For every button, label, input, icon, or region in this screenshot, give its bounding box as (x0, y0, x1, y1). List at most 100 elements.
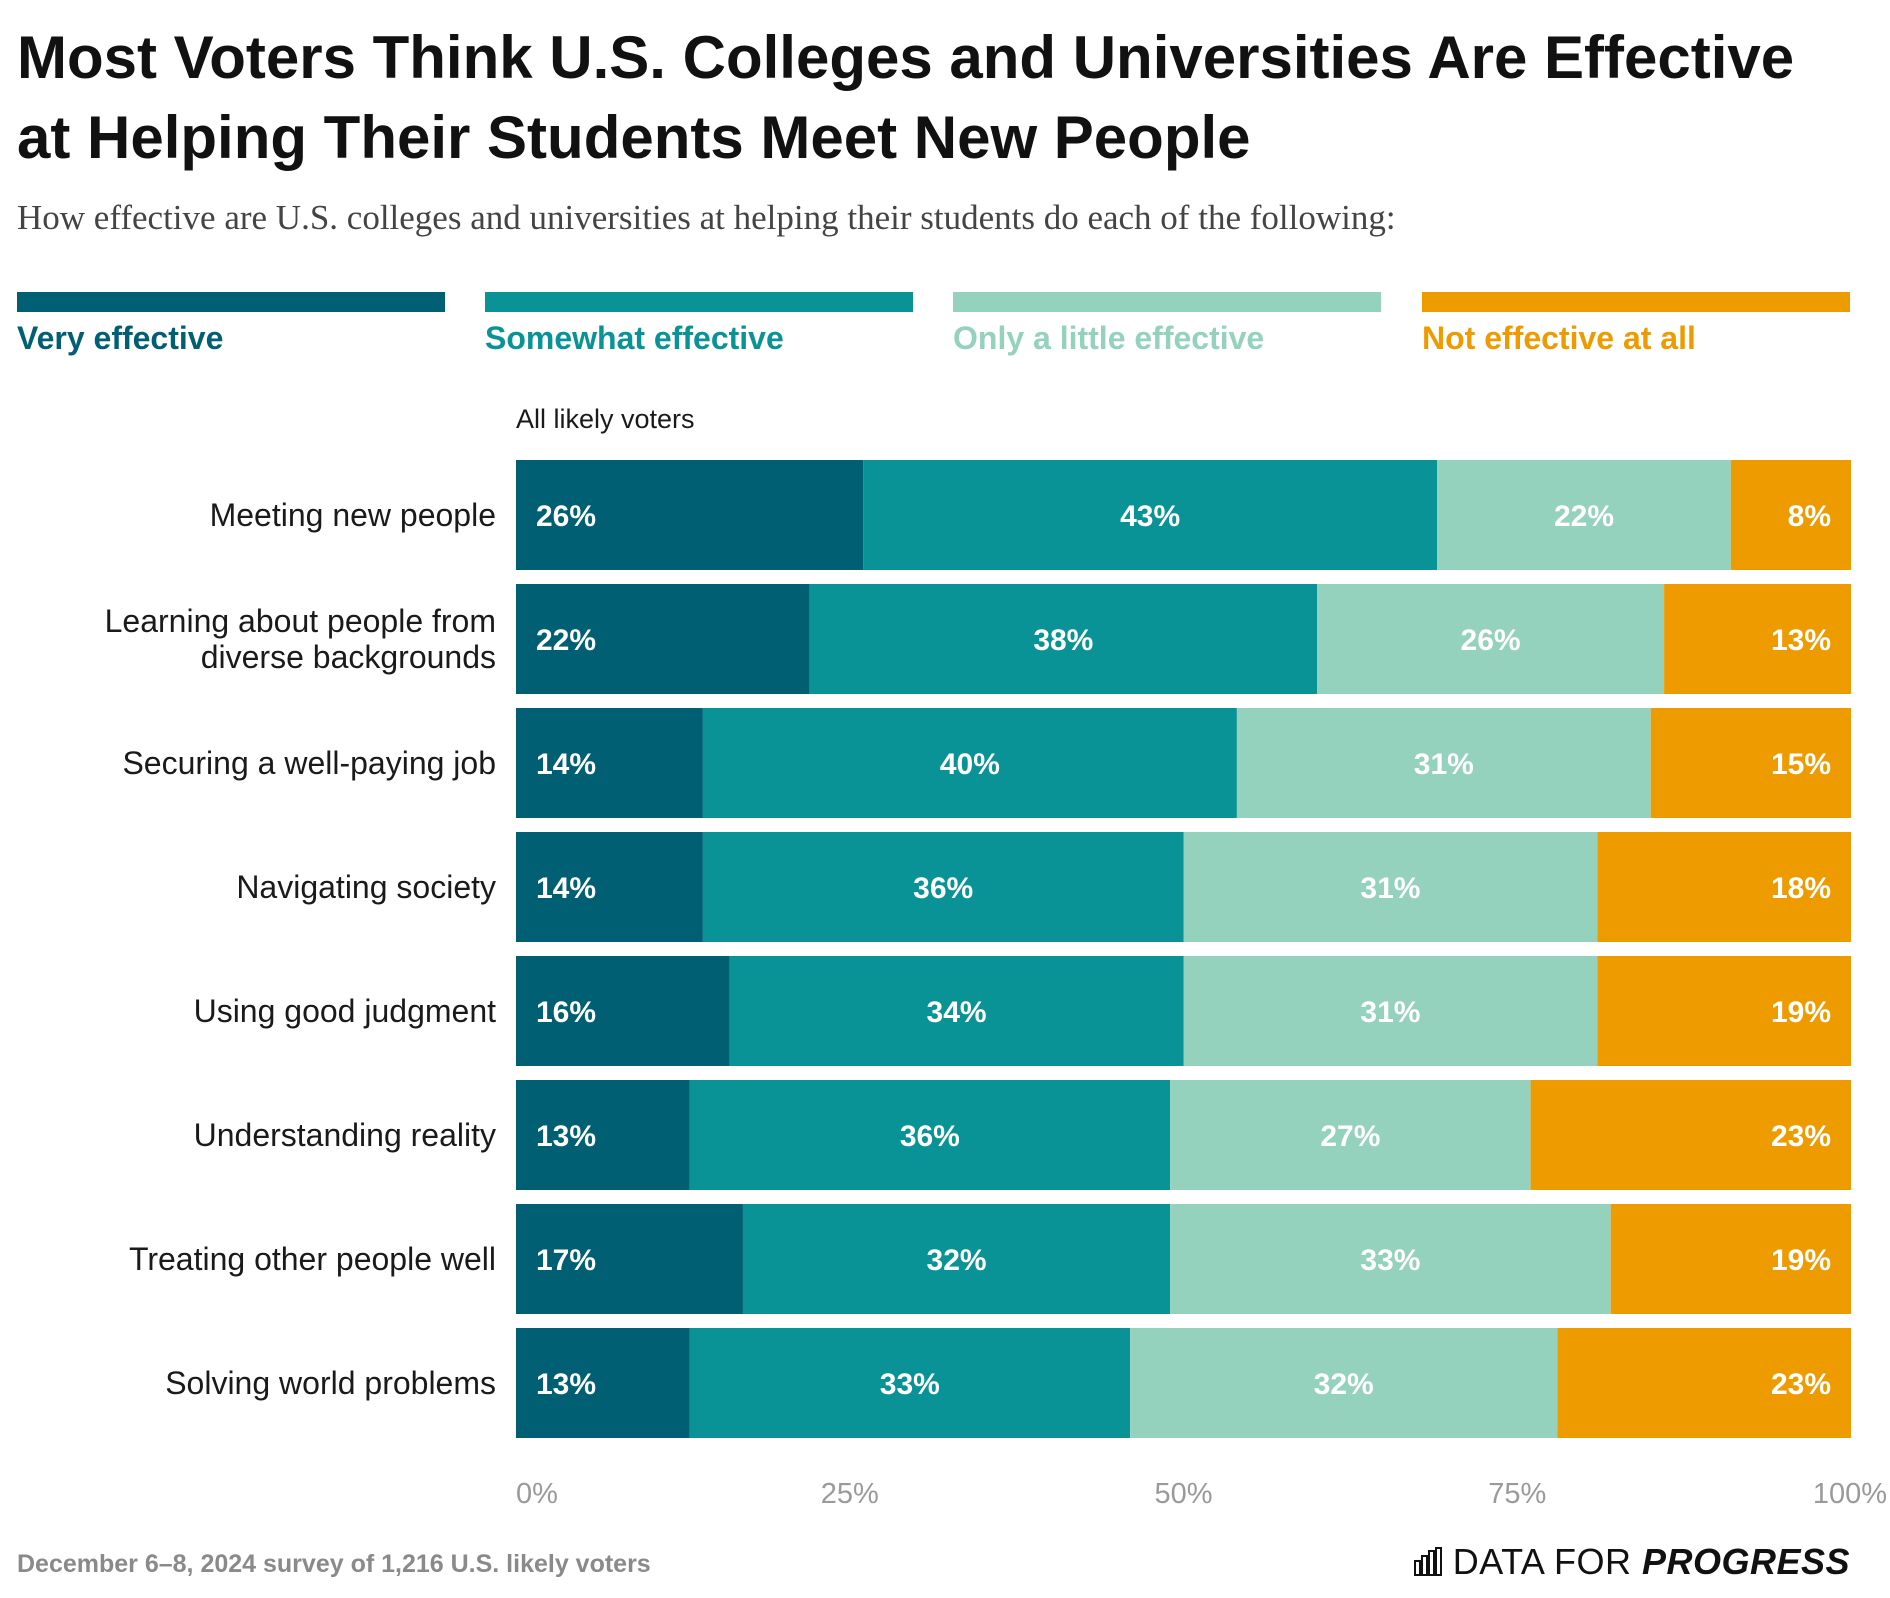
data-label: 23% (1771, 1120, 1831, 1153)
bar-segment-only-a-little-effective (1317, 584, 1665, 694)
bar-segment-not-effective-at-all (1730, 460, 1851, 570)
legend-label: Somewhat effective (485, 320, 784, 356)
bar-segment-only-a-little-effective (1170, 1080, 1531, 1190)
data-label: 31% (1360, 996, 1420, 1029)
data-label: 22% (1554, 500, 1614, 533)
data-label: 26% (536, 500, 596, 533)
data-label: 36% (900, 1120, 960, 1153)
x-tick-label: 25% (821, 1478, 879, 1510)
bar-segment-only-a-little-effective (1236, 708, 1651, 818)
data-label: 16% (536, 996, 596, 1029)
bar-segment-not-effective-at-all (1610, 1204, 1851, 1314)
bar-segment-somewhat-effective (863, 460, 1438, 570)
brand-name: DATA FOR PROGRESS (1453, 1541, 1850, 1583)
chart-title: Most Voters Think U.S. Colleges and Univ… (17, 24, 1795, 171)
bar-segment-not-effective-at-all (1650, 708, 1851, 818)
data-label: 22% (536, 624, 596, 657)
legend-item-not-effective-at-all: Not effective at all (1422, 292, 1850, 357)
legend-item-very-effective: Very effective (17, 292, 445, 357)
data-label: 40% (940, 748, 1000, 781)
bar-segment-very-effective (516, 1204, 743, 1314)
bar-segment-not-effective-at-all (1664, 584, 1851, 694)
footer-note: December 6–8, 2024 survey of 1,216 U.S. … (17, 1550, 651, 1578)
category-label: Meeting new people (210, 497, 496, 533)
bar-segment-somewhat-effective (689, 1080, 1171, 1190)
data-label: 18% (1771, 872, 1831, 905)
x-tick-label: 0% (516, 1478, 558, 1510)
brand-name-bold: PROGRESS (1641, 1541, 1850, 1582)
bar-segment-not-effective-at-all (1597, 832, 1851, 942)
legend: Very effective Somewhat effective Only a… (17, 292, 1851, 362)
bar-segment-very-effective (516, 956, 730, 1066)
category-label: Solving world problems (165, 1365, 496, 1401)
data-label: 23% (1771, 1368, 1831, 1401)
bar-segment-only-a-little-effective (1183, 956, 1598, 1066)
data-label: 31% (1360, 872, 1420, 905)
category-label: Learning about people from diverse backgr… (105, 603, 496, 675)
data-label: 13% (536, 1368, 596, 1401)
legend-swatch (17, 292, 445, 312)
data-label: 32% (927, 1244, 987, 1277)
bar-chart-icon (1413, 1547, 1442, 1576)
legend-label: Only a little effective (953, 320, 1265, 356)
category-label: Understanding reality (194, 1117, 496, 1153)
legend-item-somewhat-effective: Somewhat effective (485, 292, 913, 357)
data-label: 43% (1120, 500, 1180, 533)
x-tick-label: 100% (1813, 1478, 1887, 1510)
data-label: 8% (1788, 500, 1831, 533)
bar-segment-somewhat-effective (742, 1204, 1171, 1314)
bar-segment-very-effective (516, 832, 703, 942)
bar-segment-only-a-little-effective (1170, 1204, 1611, 1314)
brand-logo: DATA FOR PROGRESS (1413, 1541, 1850, 1583)
bar-segment-very-effective (516, 460, 864, 570)
bar-segment-very-effective (516, 584, 810, 694)
data-label: 36% (913, 872, 973, 905)
data-label: 14% (536, 748, 596, 781)
bar-segment-very-effective (516, 708, 703, 818)
data-label: 19% (1771, 996, 1831, 1029)
x-tick-label: 75% (1488, 1478, 1546, 1510)
data-label: 31% (1414, 748, 1474, 781)
data-label: 32% (1314, 1368, 1374, 1401)
bar-segment-somewhat-effective (689, 1328, 1131, 1438)
data-label: 33% (1360, 1244, 1420, 1277)
legend-swatch (1422, 292, 1850, 312)
bar-segment-only-a-little-effective (1130, 1328, 1558, 1438)
data-label: 38% (1033, 624, 1093, 657)
data-label: 27% (1320, 1120, 1380, 1153)
legend-label: Very effective (17, 320, 224, 356)
category-label: Navigating society (236, 869, 496, 905)
bar-segment-not-effective-at-all (1530, 1080, 1851, 1190)
data-label: 33% (880, 1368, 940, 1401)
bar-segment-only-a-little-effective (1183, 832, 1598, 942)
bar-segment-very-effective (516, 1080, 690, 1190)
data-label: 19% (1771, 1244, 1831, 1277)
legend-label: Not effective at all (1422, 320, 1696, 356)
bar-segment-somewhat-effective (729, 956, 1184, 1066)
data-label: 26% (1461, 624, 1521, 657)
data-label: 17% (536, 1244, 596, 1277)
legend-item-only-a-little-effective: Only a little effective (953, 292, 1381, 357)
bar-segment-very-effective (516, 1328, 690, 1438)
legend-swatch (953, 292, 1381, 312)
category-label: Using good judgment (194, 993, 497, 1029)
category-label: Treating other people well (129, 1241, 496, 1277)
data-label: 34% (927, 996, 987, 1029)
data-label: 14% (536, 872, 596, 905)
x-tick-label: 50% (1154, 1478, 1212, 1510)
chart-subtitle: How effective are U.S. colleges and univ… (17, 198, 1396, 237)
legend-swatch (485, 292, 913, 312)
bar-segment-only-a-little-effective (1437, 460, 1731, 570)
data-label: 13% (536, 1120, 596, 1153)
group-label: All likely voters (516, 404, 695, 434)
category-label: Securing a well-paying job (122, 745, 496, 781)
bar-segment-not-effective-at-all (1557, 1328, 1851, 1438)
data-label: 13% (1771, 624, 1831, 657)
bar-segment-not-effective-at-all (1597, 956, 1851, 1066)
bar-segment-somewhat-effective (702, 832, 1184, 942)
bar-segment-somewhat-effective (809, 584, 1317, 694)
brand-name-light: DATA FOR (1452, 1541, 1642, 1582)
data-label: 15% (1771, 748, 1831, 781)
bar-segment-somewhat-effective (702, 708, 1237, 818)
